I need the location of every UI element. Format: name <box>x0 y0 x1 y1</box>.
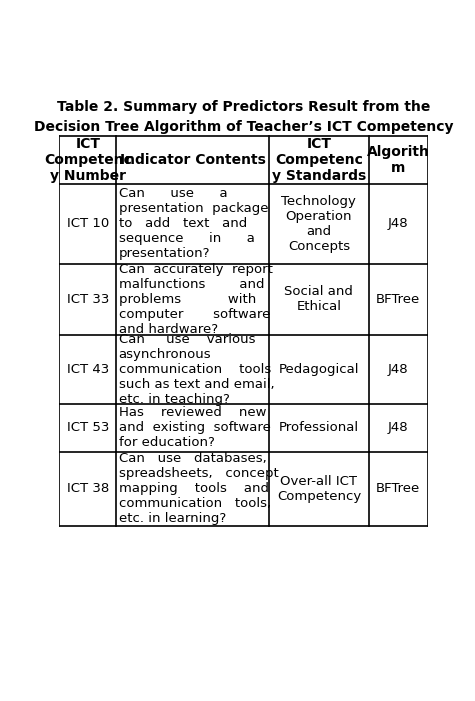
Text: ICT 43: ICT 43 <box>67 363 109 376</box>
Text: Can  accurately  report
malfunctions        and
problems           with
computer: Can accurately report malfunctions and p… <box>119 263 273 336</box>
Text: Social and
Ethical: Social and Ethical <box>285 285 353 313</box>
Text: Decision Tree Algorithm of Teacher’s ICT Competency: Decision Tree Algorithm of Teacher’s ICT… <box>34 120 453 134</box>
Text: ICT 53: ICT 53 <box>66 421 109 435</box>
Text: J48: J48 <box>388 421 408 435</box>
Text: ICT
Competenc
y Number: ICT Competenc y Number <box>44 137 132 184</box>
Text: Table 2. Summary of Predictors Result from the: Table 2. Summary of Predictors Result fr… <box>57 100 430 114</box>
Text: Can     use    various
asynchronous
communication    tools
such as text and emai: Can use various asynchronous communicati… <box>119 333 274 406</box>
Text: ICT 33: ICT 33 <box>66 293 109 306</box>
Text: Can   use   databases,
spreadsheets,   concept
mapping    tools    and
communica: Can use databases, spreadsheets, concept… <box>119 452 278 526</box>
Text: J48: J48 <box>388 363 408 376</box>
Text: BFTree: BFTree <box>376 482 420 496</box>
Text: Indicator Contents: Indicator Contents <box>120 154 266 168</box>
Text: BFTree: BFTree <box>376 293 420 306</box>
Text: ICT
Competenc
y Standards: ICT Competenc y Standards <box>272 137 366 184</box>
Text: Has    reviewed    new
and  existing  software
for education?: Has reviewed new and existing software f… <box>119 407 271 449</box>
Text: Can      use      a
presentation  package
to   add   text   and
sequence      in: Can use a presentation package to add te… <box>119 187 268 260</box>
Text: Over-all ICT
Competency: Over-all ICT Competency <box>277 475 361 503</box>
Text: ICT 10: ICT 10 <box>67 217 109 231</box>
Text: Technology
Operation
and
Concepts: Technology Operation and Concepts <box>282 195 356 253</box>
Text: ICT 38: ICT 38 <box>67 482 109 496</box>
Text: J48: J48 <box>388 217 408 231</box>
Text: Professional: Professional <box>279 421 359 435</box>
Text: Pedagogical: Pedagogical <box>279 363 359 376</box>
Text: Algorith
m: Algorith m <box>367 145 429 175</box>
